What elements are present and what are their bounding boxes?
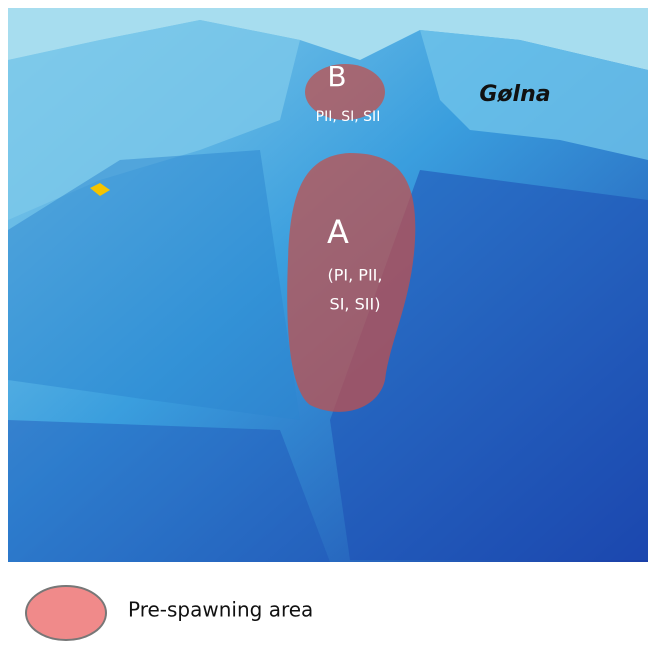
shallow-zone <box>8 20 300 220</box>
area-label: B <box>327 60 346 93</box>
place-label: Gølna <box>479 82 550 107</box>
slope <box>8 150 300 420</box>
area-sublabel: PII, SI, SII <box>316 109 381 125</box>
deep-zone <box>8 420 330 562</box>
area-a <box>287 153 416 412</box>
area-label: A <box>327 213 349 251</box>
area-sublabel: (PI, PII, <box>328 266 383 285</box>
map: A (PI, PII, SI, SII) B PII, SI, SII Gøln… <box>8 8 648 562</box>
legend-swatch <box>25 585 107 641</box>
area-sublabel: SI, SII) <box>330 295 381 314</box>
area-b <box>305 64 385 120</box>
legend: Pre-spawning area <box>25 585 313 641</box>
marker <box>90 183 110 196</box>
shallow-zone <box>420 30 648 160</box>
legend-label: Pre-spawning area <box>128 598 313 622</box>
shallow-zone <box>8 8 648 70</box>
